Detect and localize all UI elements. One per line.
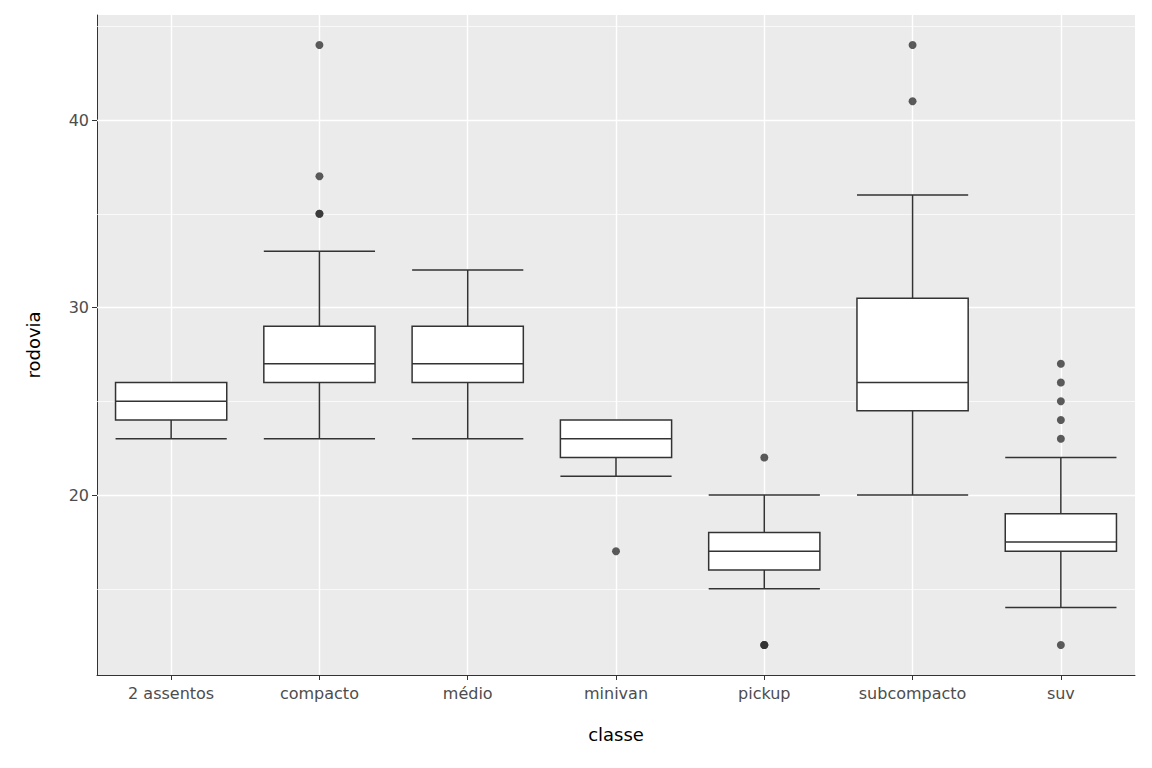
svg-text:30: 30: [69, 298, 89, 317]
svg-text:compacto: compacto: [280, 684, 359, 703]
svg-text:20: 20: [69, 486, 89, 505]
svg-text:suv: suv: [1047, 684, 1075, 703]
svg-text:classe: classe: [588, 724, 644, 745]
svg-text:2 assentos: 2 assentos: [128, 684, 214, 703]
svg-text:40: 40: [69, 111, 89, 130]
svg-text:subcompacto: subcompacto: [859, 684, 967, 703]
svg-text:minivan: minivan: [584, 684, 648, 703]
svg-text:rodovia: rodovia: [23, 311, 44, 378]
svg-text:médio: médio: [443, 684, 493, 703]
svg-text:pickup: pickup: [738, 684, 790, 703]
